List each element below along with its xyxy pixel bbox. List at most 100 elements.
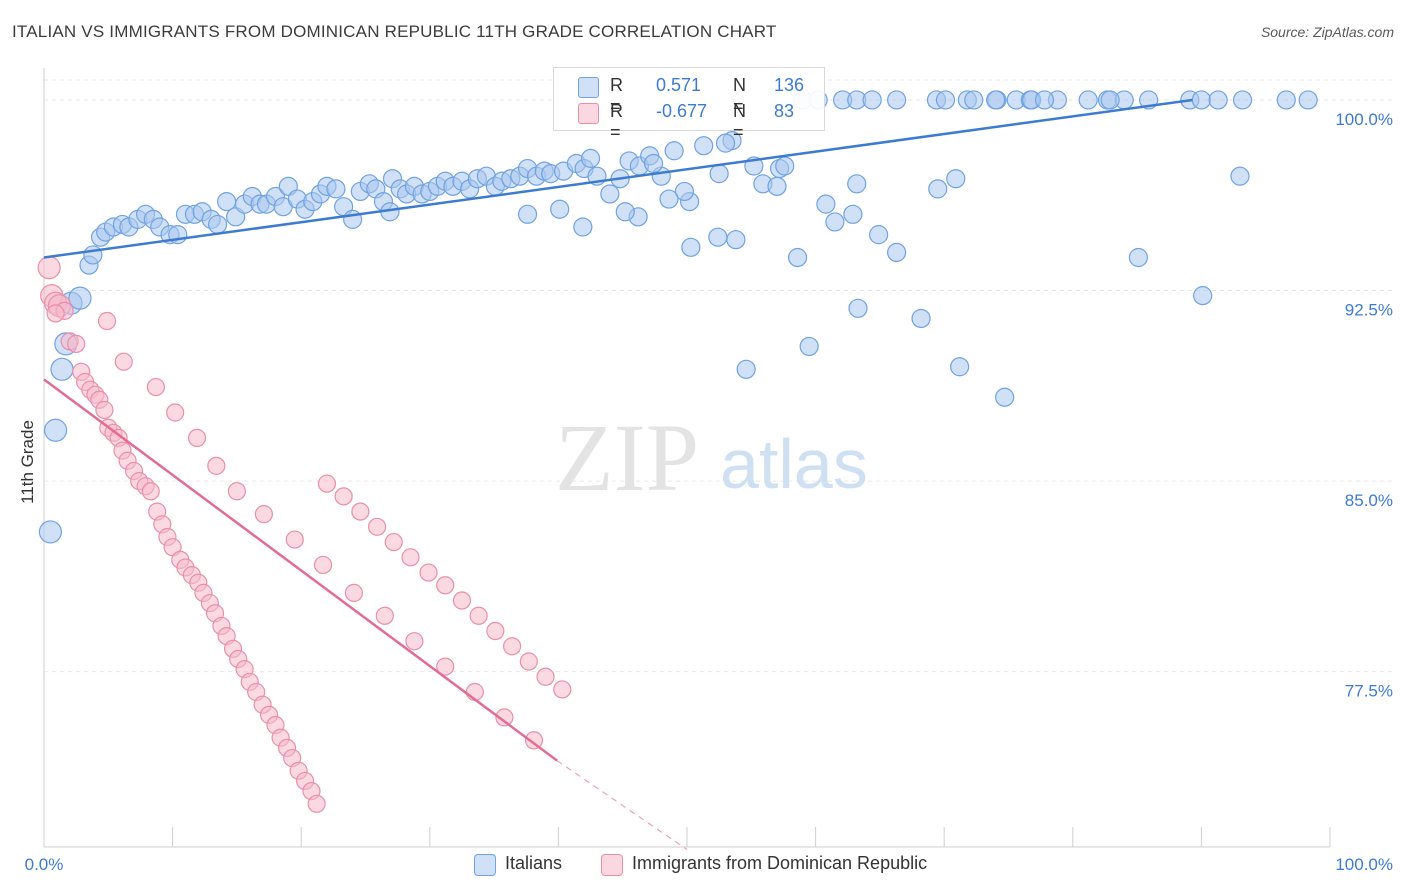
source-label: Source: ZipAtlas.com bbox=[1260, 24, 1394, 40]
italian-point bbox=[1232, 90, 1253, 110]
italian-point bbox=[715, 133, 736, 153]
dominican-point bbox=[375, 606, 394, 625]
italian-point bbox=[674, 181, 695, 202]
italian-point bbox=[50, 357, 74, 381]
y-axis-label: 11th Grade bbox=[18, 420, 37, 504]
italians-trend-line bbox=[43, 98, 1193, 259]
italian-point bbox=[208, 214, 228, 235]
dominican-point bbox=[452, 591, 472, 610]
italian-point bbox=[887, 242, 907, 263]
dominican-point bbox=[469, 606, 488, 625]
dominican-point bbox=[307, 794, 326, 813]
italian-point bbox=[1078, 90, 1098, 110]
tick-labels: 77.5% 85.0% 92.5% 100.0% 0.0% 100.0% bbox=[25, 110, 1393, 874]
italian-point bbox=[550, 199, 570, 219]
dominican-trend-line bbox=[43, 378, 558, 762]
y-tick-label: 92.5% bbox=[1345, 301, 1393, 320]
dominican-point bbox=[436, 657, 455, 676]
dominican-point bbox=[419, 563, 438, 582]
italian-point bbox=[847, 174, 867, 194]
italian-point bbox=[848, 298, 868, 318]
dominican-point bbox=[254, 505, 274, 524]
italian-point bbox=[600, 184, 620, 204]
dominican-point bbox=[285, 530, 304, 549]
dominican-point bbox=[317, 474, 337, 493]
dominican-point bbox=[207, 456, 226, 475]
italian-point bbox=[517, 204, 538, 224]
dominican-point bbox=[67, 334, 86, 353]
axes bbox=[43, 68, 1331, 848]
italian-point bbox=[580, 148, 601, 168]
dominican-point bbox=[524, 731, 544, 750]
chart-title: ITALIAN VS IMMIGRANTS FROM DOMINICAN REP… bbox=[12, 22, 777, 41]
italian-point bbox=[659, 189, 679, 209]
italian-point bbox=[995, 387, 1015, 407]
italian-point bbox=[928, 179, 948, 199]
legend-swatch-dominican bbox=[578, 103, 599, 124]
dominican-point bbox=[344, 583, 364, 603]
dominican-point bbox=[503, 637, 522, 656]
dominican-point bbox=[97, 311, 117, 331]
dominican-trend-extension bbox=[556, 760, 688, 851]
watermark-atlas: atlas bbox=[720, 425, 868, 503]
dominican-point bbox=[495, 708, 514, 727]
dominican-point bbox=[187, 428, 207, 448]
dominican-point bbox=[553, 680, 572, 699]
dominican-point bbox=[37, 256, 61, 280]
legend-r-value: -0.677 bbox=[656, 101, 708, 121]
italian-point bbox=[1230, 166, 1250, 186]
italian-point bbox=[1298, 90, 1318, 110]
italian-point bbox=[736, 359, 756, 379]
x-tick-label: 0.0% bbox=[25, 855, 64, 874]
bottom-legend-swatch-italians bbox=[474, 854, 496, 876]
italian-point bbox=[862, 90, 882, 110]
italian-point bbox=[83, 245, 103, 265]
x-tick-label: 100.0% bbox=[1335, 855, 1393, 874]
dominican-point bbox=[114, 352, 133, 371]
italian-point bbox=[573, 217, 593, 237]
italian-point bbox=[664, 141, 684, 161]
italian-point bbox=[964, 90, 984, 110]
italian-point bbox=[726, 230, 746, 250]
italian-point bbox=[799, 336, 819, 357]
italian-point bbox=[38, 520, 63, 544]
dominican-point bbox=[367, 517, 387, 536]
italian-point bbox=[1034, 90, 1055, 110]
italian-point bbox=[869, 225, 889, 245]
italian-point bbox=[1128, 247, 1148, 268]
italian-point bbox=[986, 90, 1006, 110]
dominican-point bbox=[166, 403, 185, 422]
dominican-point bbox=[436, 576, 455, 595]
dominican-point bbox=[334, 487, 353, 506]
italian-point bbox=[1208, 90, 1228, 110]
italian-point bbox=[694, 136, 714, 156]
y-tick-label: 100.0% bbox=[1335, 110, 1393, 129]
italian-point bbox=[43, 418, 68, 442]
italian-point bbox=[787, 247, 808, 268]
italian-point bbox=[825, 212, 845, 232]
dominican-point bbox=[46, 304, 65, 323]
dominican-points bbox=[37, 256, 572, 813]
trend-lines bbox=[43, 98, 1193, 851]
legend-n-label: N = bbox=[733, 75, 746, 116]
dominican-point bbox=[486, 621, 505, 641]
italian-point bbox=[767, 176, 787, 196]
italian-point bbox=[68, 286, 92, 310]
italian-point bbox=[1191, 90, 1212, 110]
italian-point bbox=[643, 153, 664, 174]
legend-r-label: R = bbox=[610, 75, 623, 116]
dominican-point bbox=[146, 377, 165, 397]
y-tick-label: 85.0% bbox=[1345, 491, 1393, 510]
dominican-point bbox=[384, 532, 403, 552]
correlation-legend: R = 0.571 N = 136 R = -0.677 N = 83 bbox=[553, 67, 825, 142]
italian-point bbox=[775, 156, 795, 176]
dominican-point bbox=[519, 652, 538, 671]
italian-point bbox=[615, 202, 635, 222]
dominican-point bbox=[141, 482, 160, 501]
watermark-zip: ZIP bbox=[555, 404, 699, 511]
dominican-point bbox=[95, 400, 114, 420]
legend-swatch-italians bbox=[578, 77, 599, 98]
italian-point bbox=[1276, 90, 1296, 110]
dominican-point bbox=[313, 555, 333, 575]
italian-point bbox=[946, 169, 966, 189]
